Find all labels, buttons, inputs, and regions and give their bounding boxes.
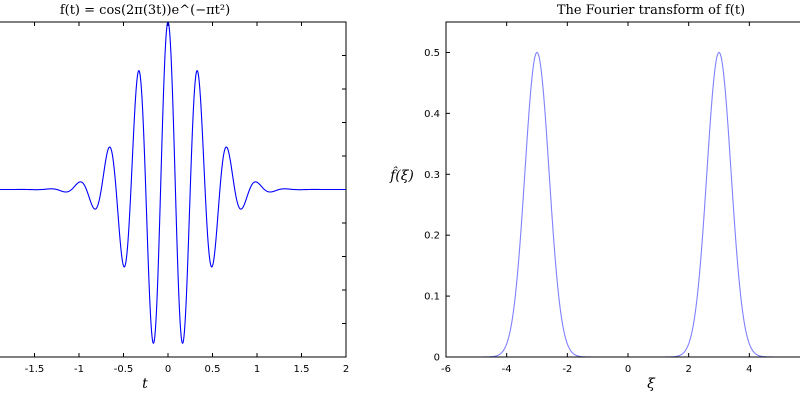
x-tick-label: 1 — [254, 364, 260, 375]
y-tick-label: 0.5 — [424, 48, 440, 59]
y-tick-label: 0 — [434, 353, 440, 364]
x-tick-label: 0 — [165, 364, 171, 375]
series-line — [0, 21, 347, 344]
x-tick-label: 1.5 — [294, 364, 310, 375]
x-axis-label: t — [142, 376, 148, 392]
x-tick-labels: -6 -4 -2 0 2 4 — [441, 364, 753, 375]
plot-frame — [0, 21, 347, 358]
x-tick-label: -0.5 — [114, 364, 134, 375]
x-axis-label: ξ — [647, 376, 656, 392]
x-tick-label: -1 — [74, 364, 84, 375]
y-axis-label: f̂(ξ) — [389, 166, 414, 184]
plot-frame — [445, 21, 800, 358]
tick-marks — [445, 22, 750, 358]
y-tick-label: 0.4 — [424, 109, 440, 120]
chart-time-domain: f(t) = cos(2π(3t))e^(−πt²) -2-1.5-1-0.50… — [0, 3, 349, 392]
x-tick-label: -6 — [441, 364, 451, 375]
x-tick-label: -1.5 — [25, 364, 45, 375]
chart-title: f(t) = cos(2π(3t))e^(−πt²) — [60, 3, 230, 18]
x-tick-label: 0.5 — [205, 364, 221, 375]
x-tick-label: 0 — [625, 364, 631, 375]
chart-title: The Fourier transform of f(t) — [557, 3, 745, 18]
x-tick-label: -2 — [562, 364, 572, 375]
series-line — [445, 51, 800, 358]
x-tick-label: -4 — [502, 364, 512, 375]
x-tick-labels: -2-1.5-1-0.500.511.52 — [25, 364, 349, 375]
x-tick-label: 2 — [343, 364, 349, 375]
y-tick-label: 0.1 — [424, 292, 440, 303]
y-tick-label: 0.2 — [424, 231, 440, 242]
y-tick-label: 0.3 — [424, 170, 440, 181]
x-tick-label: 2 — [685, 364, 691, 375]
y-tick-labels: 0 0.1 0.2 0.3 0.4 0.5 — [424, 48, 440, 364]
x-tick-label: 4 — [746, 364, 752, 375]
chart-frequency-domain: The Fourier transform of f(t) -6 -4 -2 0 2 4 … — [389, 3, 800, 392]
